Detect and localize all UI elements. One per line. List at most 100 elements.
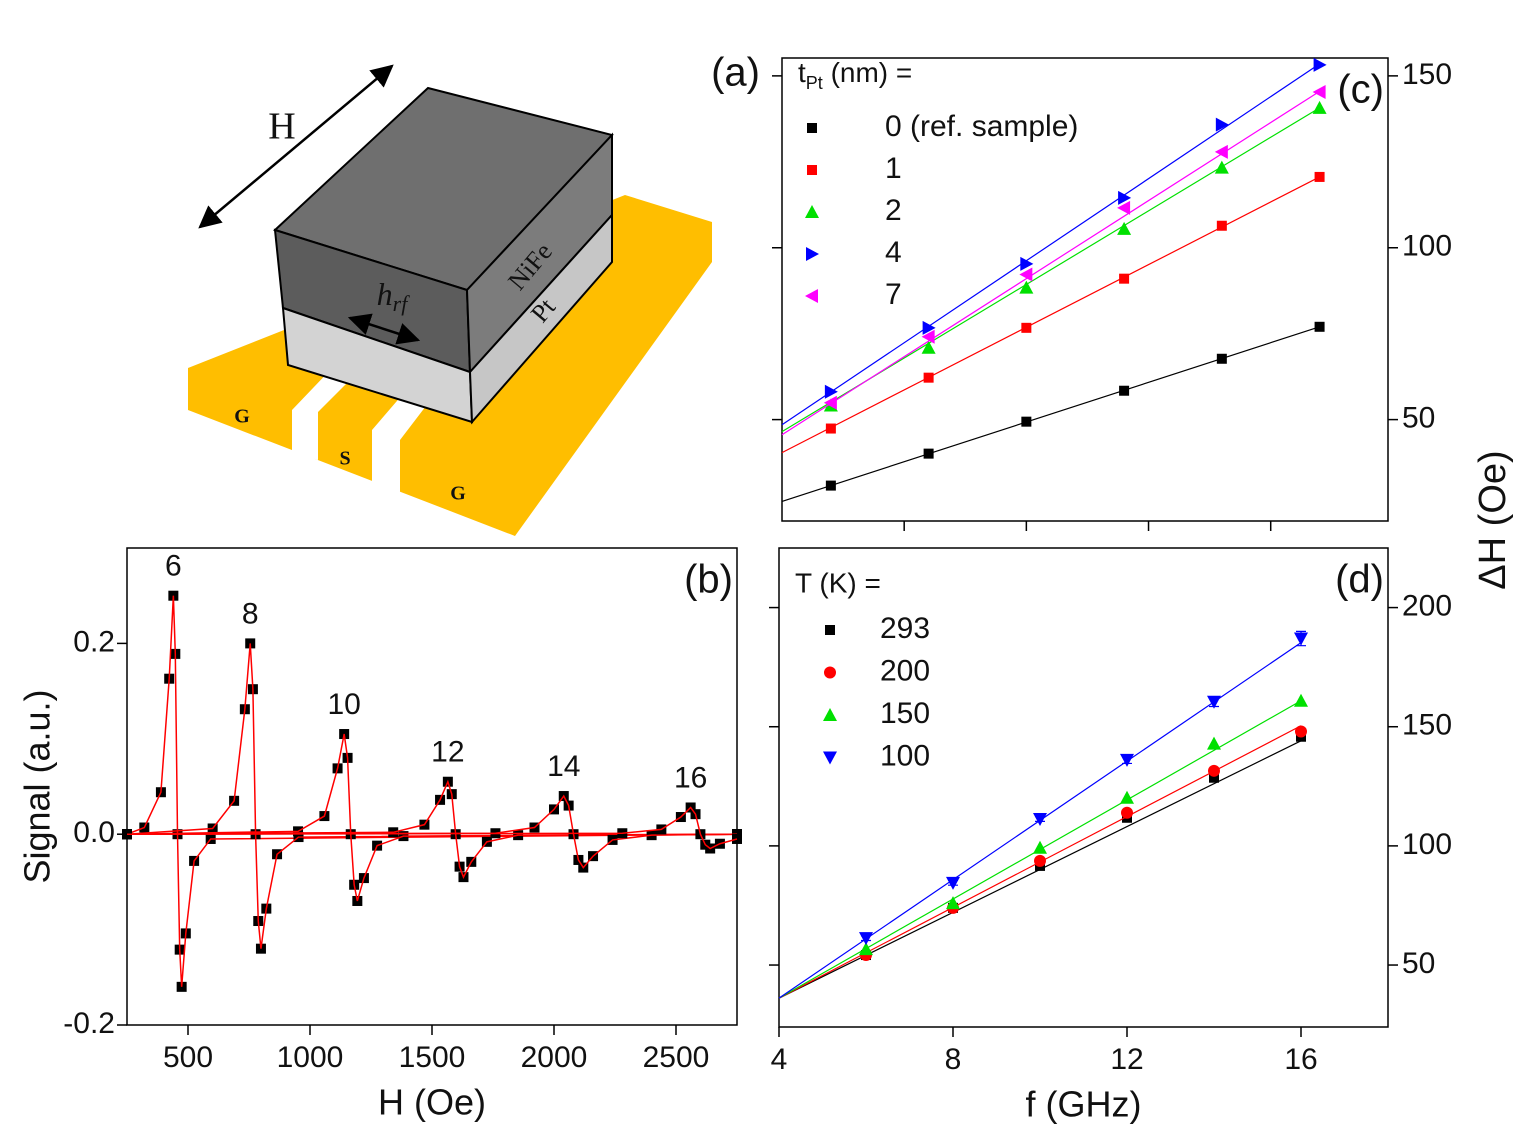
pt-side	[468, 212, 613, 425]
marker	[1033, 812, 1047, 826]
fit-line	[126, 779, 738, 879]
marker	[1216, 220, 1227, 231]
line-label: S	[339, 448, 350, 470]
x-tick-label: 1000	[277, 1041, 344, 1074]
marker	[859, 932, 873, 946]
x-tick-label: 4	[771, 1043, 788, 1076]
marker	[1295, 725, 1307, 738]
marker	[921, 329, 935, 344]
marker	[922, 320, 936, 335]
y-tick-label: 50	[1402, 947, 1435, 980]
marker	[1117, 200, 1131, 215]
x-tick-label: 12	[1110, 1043, 1143, 1076]
legend-label: 2	[885, 194, 902, 227]
legend-marker	[823, 751, 837, 765]
marker	[824, 384, 838, 399]
peak-label: 16	[674, 761, 707, 794]
fit-line	[781, 90, 1320, 436]
legend-label: 4	[885, 236, 902, 269]
y-tick-label: 50	[1402, 402, 1435, 435]
marker	[1312, 85, 1326, 100]
legend-marker	[807, 123, 817, 133]
y-tick-label: 150	[1402, 709, 1452, 742]
fit-line	[126, 794, 738, 869]
y-tick-label: 100	[1402, 828, 1452, 861]
peak-label: 8	[242, 597, 259, 630]
x-tick-label: 1500	[399, 1041, 466, 1074]
field-arrow	[198, 64, 394, 229]
legend-marker	[825, 625, 835, 635]
legend-marker	[805, 205, 819, 218]
legend-title-main: t	[798, 57, 806, 88]
fit-line	[781, 176, 1320, 454]
marker	[921, 340, 936, 354]
rf-main: h	[377, 276, 393, 312]
marker	[1021, 322, 1032, 333]
y-tick-label: 100	[1402, 230, 1452, 263]
marker	[1120, 790, 1134, 804]
marker	[923, 448, 934, 459]
marker	[1294, 693, 1308, 707]
legend-label: 0 (ref. sample)	[885, 110, 1078, 143]
x-tick-label: 8	[945, 1043, 962, 1076]
field-label: H	[268, 106, 295, 148]
marker	[1207, 695, 1221, 709]
marker	[1020, 256, 1034, 271]
x-tick-label: 2000	[521, 1041, 588, 1074]
legend-label: 1	[885, 152, 902, 185]
marker	[1215, 117, 1229, 132]
legend-title: tPt (nm) =	[798, 57, 912, 92]
panel-label: (c)	[1337, 68, 1384, 112]
plot-frame	[781, 57, 1389, 522]
plot-frame	[126, 547, 738, 1026]
legend-label: 293	[880, 612, 930, 645]
marker	[1312, 100, 1327, 114]
marker	[1121, 806, 1133, 819]
legend-label: 150	[880, 697, 930, 730]
marker	[825, 480, 836, 491]
marker	[823, 395, 837, 410]
marker	[1216, 353, 1227, 364]
marker	[1119, 273, 1130, 284]
legend-marker	[824, 666, 836, 679]
marker	[1119, 385, 1130, 396]
peak-label: 12	[431, 736, 464, 769]
marker	[923, 372, 934, 383]
marker	[1207, 736, 1221, 750]
legend-label: 100	[880, 739, 930, 772]
marker	[1019, 267, 1033, 282]
line-label: G	[450, 483, 466, 505]
legend-title-sub: Pt	[806, 73, 823, 93]
y-axis-label: Signal (a.u.)	[17, 689, 58, 883]
marker	[1118, 190, 1132, 205]
legend-label: 200	[880, 654, 930, 687]
peak-label: 10	[327, 688, 360, 721]
marker	[1214, 144, 1228, 159]
marker	[1033, 840, 1047, 854]
marker	[859, 942, 873, 956]
marker	[1313, 57, 1327, 72]
y-tick-label: 200	[1402, 589, 1452, 622]
x-axis-label: H (Oe)	[378, 1082, 486, 1123]
marker	[825, 423, 836, 434]
panel-label: (d)	[1335, 558, 1384, 602]
marker	[1314, 321, 1325, 332]
marker	[946, 876, 960, 890]
peak-label: 6	[165, 550, 182, 583]
marker	[1120, 753, 1134, 767]
plot-frame	[778, 547, 1389, 1028]
x-tick-label: 2500	[643, 1041, 710, 1074]
marker	[1314, 171, 1325, 182]
fit-line	[781, 326, 1320, 502]
marker	[1021, 416, 1032, 427]
rf-label: hrf	[377, 276, 411, 316]
legend-marker	[805, 289, 818, 303]
legend-title: T (K) =	[795, 567, 881, 598]
peak-label: 14	[547, 750, 580, 783]
fit-line	[781, 63, 1320, 426]
diagram: H hrf NiFe Pt G S G (a)	[188, 51, 760, 536]
y-tick-label: 150	[1402, 58, 1452, 91]
x-tick-label: 16	[1284, 1043, 1317, 1076]
